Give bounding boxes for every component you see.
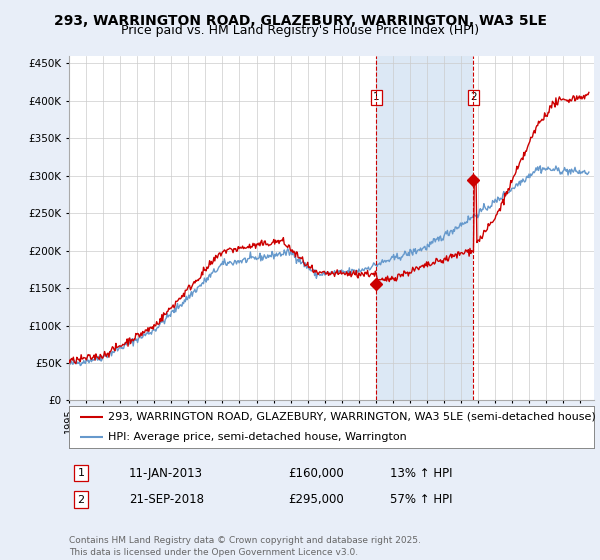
Text: 13% ↑ HPI: 13% ↑ HPI <box>390 466 452 480</box>
Bar <box>376 56 473 400</box>
Text: £295,000: £295,000 <box>288 493 344 506</box>
Text: 2: 2 <box>77 494 85 505</box>
Text: 293, WARRINGTON ROAD, GLAZEBURY, WARRINGTON, WA3 5LE (semi-detached house): 293, WARRINGTON ROAD, GLAZEBURY, WARRING… <box>109 412 596 422</box>
Text: Price paid vs. HM Land Registry's House Price Index (HPI): Price paid vs. HM Land Registry's House … <box>121 24 479 37</box>
Text: 2: 2 <box>470 92 477 102</box>
Text: 293, WARRINGTON ROAD, GLAZEBURY, WARRINGTON, WA3 5LE: 293, WARRINGTON ROAD, GLAZEBURY, WARRING… <box>53 14 547 28</box>
Text: 1: 1 <box>373 92 380 102</box>
Text: 21-SEP-2018: 21-SEP-2018 <box>129 493 204 506</box>
Text: Contains HM Land Registry data © Crown copyright and database right 2025.
This d: Contains HM Land Registry data © Crown c… <box>69 536 421 557</box>
Text: £160,000: £160,000 <box>288 466 344 480</box>
Text: 11-JAN-2013: 11-JAN-2013 <box>129 466 203 480</box>
Text: 1: 1 <box>77 468 85 478</box>
Text: HPI: Average price, semi-detached house, Warrington: HPI: Average price, semi-detached house,… <box>109 432 407 442</box>
Text: 57% ↑ HPI: 57% ↑ HPI <box>390 493 452 506</box>
